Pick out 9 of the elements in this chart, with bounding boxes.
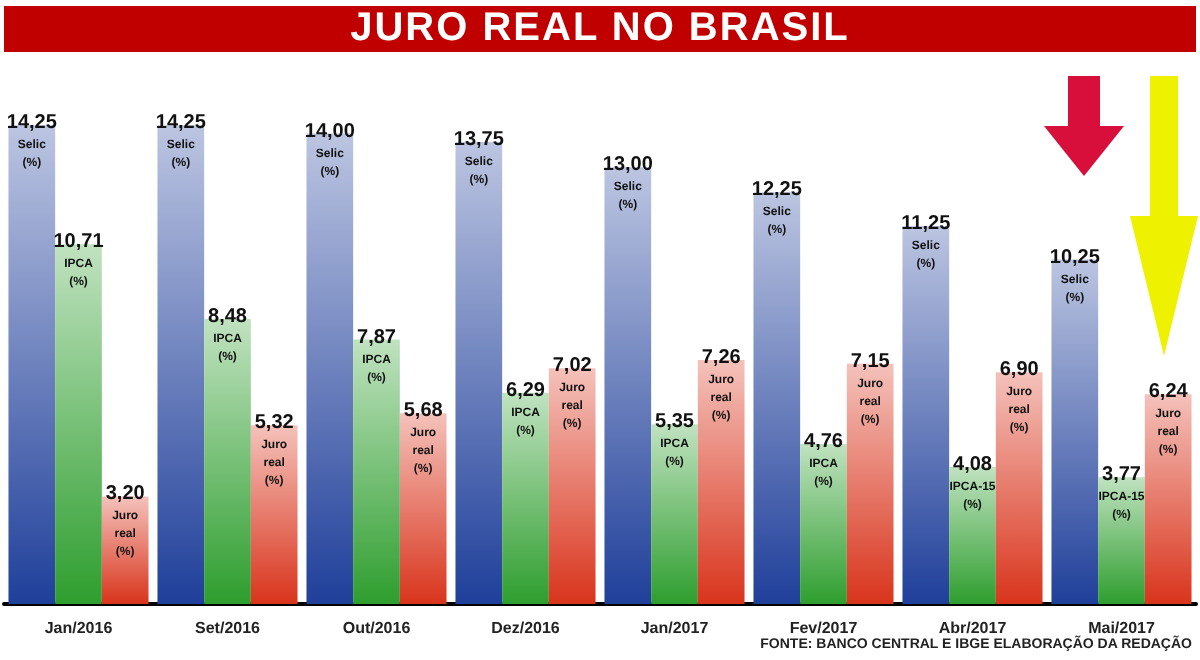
x-tick-label: Jan/2016: [44, 619, 114, 637]
x-tick-label: Jan/2017: [640, 619, 710, 637]
x-tick-label: Abr/2017: [938, 619, 1008, 637]
x-tick-label: Set/2016: [195, 619, 262, 637]
x-tick-label: Out/2016: [342, 619, 412, 637]
x-tick-label: Fev/2017: [789, 619, 859, 637]
chart-title: JURO REAL NO BRASIL: [4, 6, 1196, 52]
x-tick-label: Dez/2016: [491, 619, 561, 637]
x-tick-label: Mai/2017: [1088, 619, 1156, 637]
